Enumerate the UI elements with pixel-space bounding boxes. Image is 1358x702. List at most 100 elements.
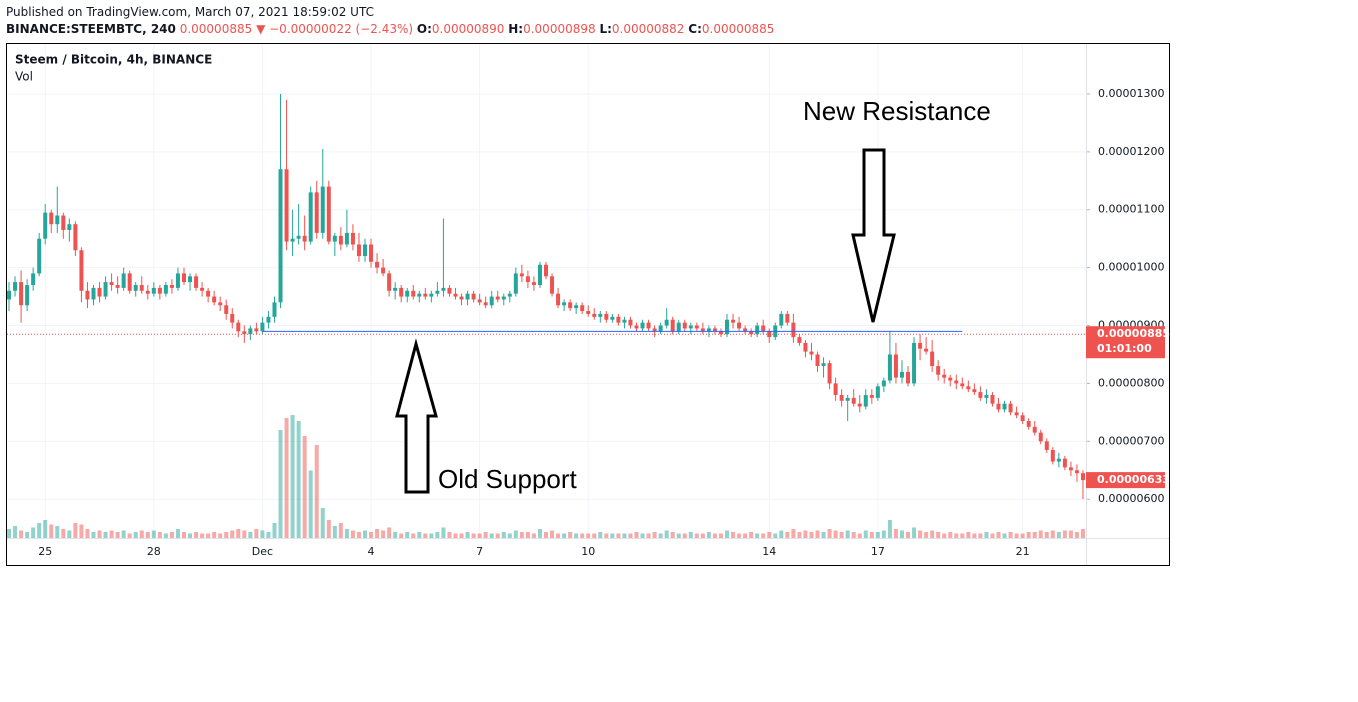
- volume-bar: [694, 533, 699, 538]
- candle-body: [501, 296, 506, 300]
- candle-body: [194, 276, 199, 288]
- volume-bar: [302, 436, 307, 538]
- candle-body: [1038, 432, 1043, 442]
- volume-bar: [7, 529, 12, 538]
- candle-body: [912, 342, 917, 384]
- candle-body: [375, 261, 380, 268]
- candle-body: [833, 383, 838, 395]
- volume-bar: [91, 532, 96, 538]
- candle-body: [737, 322, 742, 329]
- volume-bar: [369, 532, 374, 538]
- volume-bar: [266, 532, 271, 538]
- volume-bar: [749, 532, 754, 538]
- candle-body: [519, 273, 524, 277]
- candle-body: [97, 287, 102, 297]
- volume-bar: [845, 530, 850, 538]
- volume-bar: [574, 533, 579, 538]
- candle-body: [206, 290, 211, 297]
- volume-bar: [954, 533, 959, 538]
- volume-bar: [815, 530, 820, 538]
- candle-body: [712, 328, 717, 332]
- volume-bar: [139, 530, 144, 538]
- volume-bar: [308, 470, 313, 538]
- candle-body: [791, 322, 796, 338]
- volume-bar: [212, 532, 217, 538]
- candle-body: [887, 354, 892, 381]
- candle-body: [875, 386, 880, 398]
- candle-body: [320, 186, 325, 233]
- volume-bar: [1020, 533, 1025, 538]
- candle-body: [151, 287, 156, 294]
- arrow-down: [851, 148, 896, 323]
- price-marker-label: 0.00000633: [1097, 473, 1170, 486]
- candle-body: [435, 290, 440, 294]
- x-tick-label: 21: [1016, 545, 1030, 558]
- candle-body: [284, 169, 289, 242]
- candle-body: [25, 285, 30, 306]
- candle-body: [393, 287, 398, 291]
- volume-bar: [682, 533, 687, 538]
- candle-body: [441, 287, 446, 291]
- candle-body: [188, 276, 193, 283]
- volume-bar: [200, 533, 205, 538]
- volume-bar: [610, 533, 615, 538]
- candle-body: [127, 273, 132, 291]
- ohlc-value: 0.00000890: [431, 22, 505, 36]
- candle-body: [682, 322, 687, 329]
- candle-body: [809, 351, 814, 355]
- volume-bar: [411, 533, 416, 538]
- volume-bar: [19, 530, 24, 538]
- volume-bar: [49, 524, 54, 538]
- candle-body: [55, 215, 60, 225]
- candle-body: [61, 215, 66, 230]
- price-marker: [1086, 472, 1165, 489]
- candle-body: [417, 293, 422, 297]
- volume-bar: [393, 532, 398, 538]
- ohlc-label: L:: [599, 22, 612, 36]
- volume-bar: [640, 533, 645, 538]
- volume-bar: [712, 533, 717, 538]
- candle-body: [242, 331, 247, 335]
- volume-bar: [218, 533, 223, 538]
- x-tick-label: 28: [147, 545, 161, 558]
- volume-bar: [362, 530, 367, 538]
- candle-body: [616, 316, 621, 323]
- candle-body: [694, 325, 699, 329]
- candle-body: [465, 293, 470, 300]
- candle-body: [350, 232, 355, 245]
- volume-bar: [206, 533, 211, 538]
- volume-bar: [254, 529, 259, 538]
- ohlc-value: 0.00000885: [701, 22, 775, 36]
- candle-body: [200, 287, 205, 291]
- volume-bar: [725, 530, 730, 538]
- candle-body: [1014, 412, 1019, 416]
- volume-bar: [743, 533, 748, 538]
- candle-body: [181, 273, 186, 283]
- y-tick-label: 0.00001300: [1098, 87, 1164, 100]
- candle-body: [664, 319, 669, 326]
- candle-body: [272, 302, 277, 317]
- candle-body: [1026, 421, 1031, 427]
- volume-bar: [924, 532, 929, 538]
- x-tick-label: 10: [581, 545, 595, 558]
- legend-volume: Vol: [15, 70, 33, 84]
- volume-bar: [344, 529, 349, 538]
- volume-bar: [936, 532, 941, 538]
- volume-bar: [236, 529, 241, 538]
- volume-bar: [1074, 532, 1079, 538]
- price-marker: [1086, 326, 1165, 359]
- volume-bar: [284, 418, 289, 538]
- volume-bar: [821, 532, 826, 538]
- candle-body: [169, 285, 174, 288]
- volume-bar: [356, 532, 361, 538]
- candle-body: [1032, 426, 1037, 433]
- volume-bar: [676, 533, 681, 538]
- grid: [7, 44, 1090, 538]
- volume-bar: [519, 532, 524, 538]
- volume-bar: [869, 532, 874, 538]
- volume-bar: [73, 523, 78, 538]
- candle-body: [381, 267, 386, 274]
- candle-body: [942, 374, 947, 378]
